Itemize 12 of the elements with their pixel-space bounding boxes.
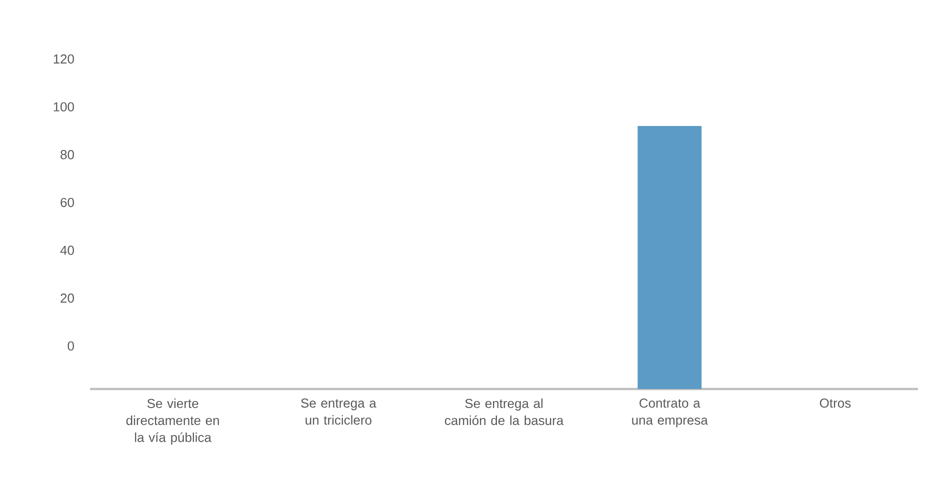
y-tick-label: 120 (54, 54, 74, 64)
x-tick-label: Se vierte directamente en la vía pública (126, 398, 219, 445)
y-tick-label: 60 (60, 198, 74, 208)
y-tick-label: 40 (60, 246, 74, 255)
x-tick-label: Contrato a una empresa (632, 398, 708, 428)
y-tick-label: 100 (54, 102, 74, 112)
y-tick-label: 80 (60, 150, 74, 160)
y-tick-label: 20 (60, 294, 74, 303)
x-tick-label: Se entrega al camión de la basura (444, 398, 564, 426)
x-tick-label: Se entrega a un triciclero (301, 398, 376, 425)
x-tick-label: Otros (820, 398, 851, 408)
y-tick-label: 0 (68, 341, 74, 351)
